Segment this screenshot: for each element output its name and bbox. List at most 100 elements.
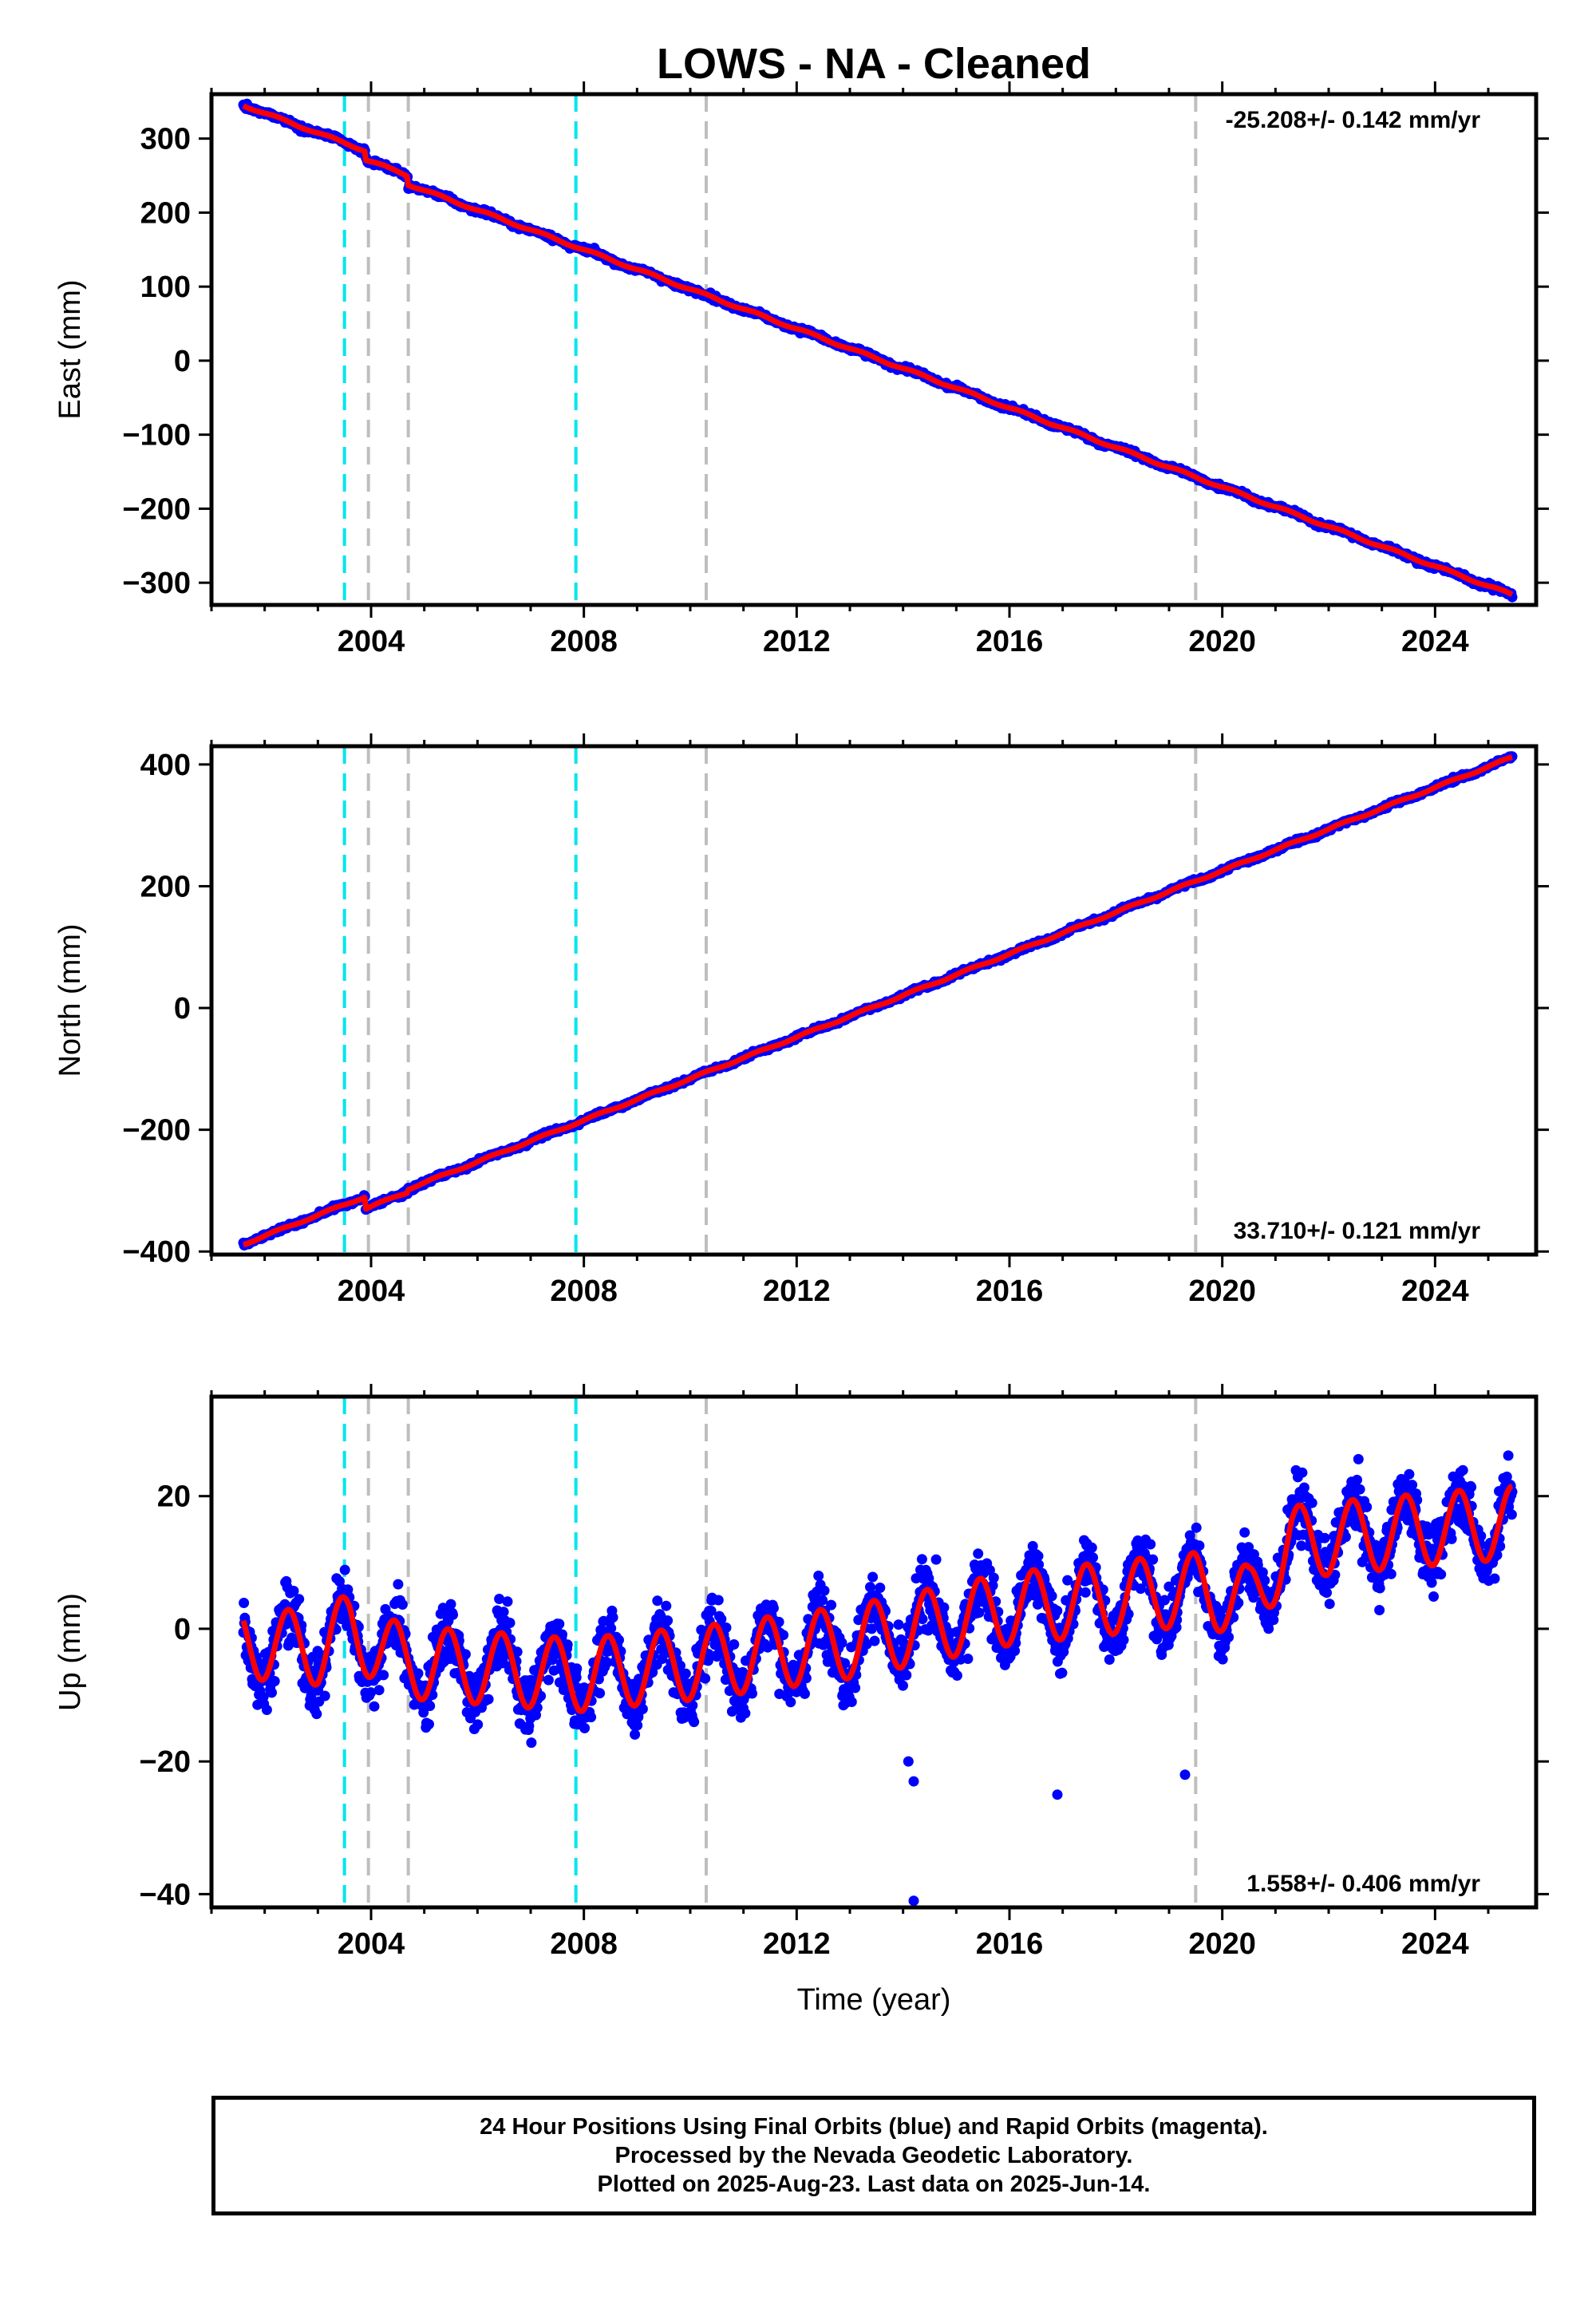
data-point <box>1080 1587 1091 1598</box>
x-tick-label: 2016 <box>976 625 1044 658</box>
x-tick-label: 2008 <box>550 1275 618 1308</box>
panel-2: 2004 2008 2012 2016 2020 2024−400−2000200400N… <box>53 733 1549 1308</box>
data-point <box>1194 1540 1205 1551</box>
x-tick-label: 2004 <box>338 625 405 658</box>
x-tick-label: 2024 <box>1401 625 1469 658</box>
y-tick-label: 100 <box>140 271 191 304</box>
data-point <box>1104 1654 1115 1665</box>
data-point <box>836 1638 847 1648</box>
data-point <box>607 1612 618 1623</box>
data-point <box>239 1598 250 1608</box>
data-point <box>1191 1522 1202 1533</box>
data-point <box>1145 1539 1156 1550</box>
y-tick-label: 300 <box>140 123 191 156</box>
data-point <box>269 1676 280 1686</box>
y-tick-label: −300 <box>122 567 191 600</box>
x-tick-label: 2024 <box>1401 1275 1469 1308</box>
data-point <box>448 1609 458 1620</box>
data-point <box>294 1594 305 1605</box>
data-point <box>373 1685 385 1696</box>
data-point <box>800 1688 810 1699</box>
data-point <box>1223 1631 1235 1642</box>
data-points <box>238 751 1518 1251</box>
data-point <box>425 1701 436 1711</box>
data-point <box>747 1688 757 1699</box>
data-point <box>768 1603 779 1614</box>
x-tick-label: 2012 <box>763 1275 831 1308</box>
data-point <box>311 1709 322 1720</box>
data-point <box>571 1672 582 1683</box>
data-point <box>901 1670 912 1681</box>
x-tick-label: 2004 <box>338 1275 405 1308</box>
data-point <box>898 1680 908 1691</box>
y-tick-label: −100 <box>122 419 191 453</box>
data-point <box>785 1697 796 1708</box>
data-point <box>729 1639 740 1650</box>
data-point <box>267 1687 277 1698</box>
data-point <box>867 1571 879 1583</box>
data-point <box>369 1701 380 1712</box>
plot-area <box>238 1397 1518 1907</box>
figure-title: LOWS - NA - Cleaned <box>657 40 1091 88</box>
data-point <box>875 1583 886 1593</box>
data-point <box>1148 1554 1159 1565</box>
data-point <box>445 1599 456 1610</box>
data-point <box>424 1719 434 1729</box>
data-point <box>973 1548 984 1559</box>
data-point <box>689 1717 700 1728</box>
plot-area <box>238 746 1518 1255</box>
data-point <box>713 1595 724 1606</box>
data-point <box>498 1607 509 1618</box>
model-curve <box>242 103 1514 598</box>
data-point <box>397 1599 408 1610</box>
data-point <box>740 1708 751 1719</box>
data-point <box>938 1602 950 1613</box>
rate-label: 33.710+/- 0.121 mm/yr <box>1234 1218 1481 1244</box>
y-tick-label: −200 <box>122 1114 191 1148</box>
panel-1: 2004 2008 2012 2016 2020 2024−300−200−1000100… <box>53 81 1549 658</box>
x-tick-label: 2012 <box>763 625 831 658</box>
data-point <box>1217 1654 1228 1665</box>
y-axis-label: North (mm) <box>53 923 87 1077</box>
y-tick-label: −200 <box>122 492 191 526</box>
data-point <box>661 1600 672 1611</box>
y-tick-label: −400 <box>122 1235 191 1269</box>
data-point <box>504 1618 516 1628</box>
data-point <box>850 1682 861 1694</box>
data-point <box>543 1674 554 1686</box>
data-point <box>630 1729 641 1740</box>
y-tick-label: 200 <box>140 196 191 230</box>
data-point <box>680 1668 691 1679</box>
data-point <box>846 1697 857 1707</box>
rate-label: -25.208+/- 0.142 mm/yr <box>1226 107 1481 133</box>
data-point <box>1086 1542 1097 1553</box>
data-point <box>819 1585 830 1596</box>
y-tick-label: 200 <box>140 870 191 903</box>
data-point <box>951 1670 962 1681</box>
y-tick-label: 400 <box>140 749 191 782</box>
y-axis-label: East (mm) <box>53 279 87 419</box>
data-point <box>606 1622 617 1634</box>
data-point <box>826 1599 837 1611</box>
data-point <box>502 1596 513 1607</box>
data-point <box>261 1705 272 1715</box>
data-point <box>652 1595 663 1607</box>
data-point <box>988 1572 999 1583</box>
data-point <box>813 1571 824 1581</box>
y-tick-label: 0 <box>174 345 191 378</box>
data-point <box>378 1670 389 1681</box>
data-point <box>319 1690 330 1701</box>
data-point <box>595 1688 606 1699</box>
x-tick-label: 2020 <box>1188 625 1256 658</box>
data-point <box>554 1618 565 1630</box>
data-point <box>586 1712 597 1723</box>
data-point <box>893 1619 904 1630</box>
x-tick-label: 2020 <box>1188 1275 1256 1308</box>
data-point <box>1052 1605 1063 1616</box>
data-point <box>1088 1552 1098 1563</box>
data-point <box>483 1694 494 1705</box>
data-point <box>916 1554 927 1565</box>
panel-frame <box>209 92 1539 607</box>
